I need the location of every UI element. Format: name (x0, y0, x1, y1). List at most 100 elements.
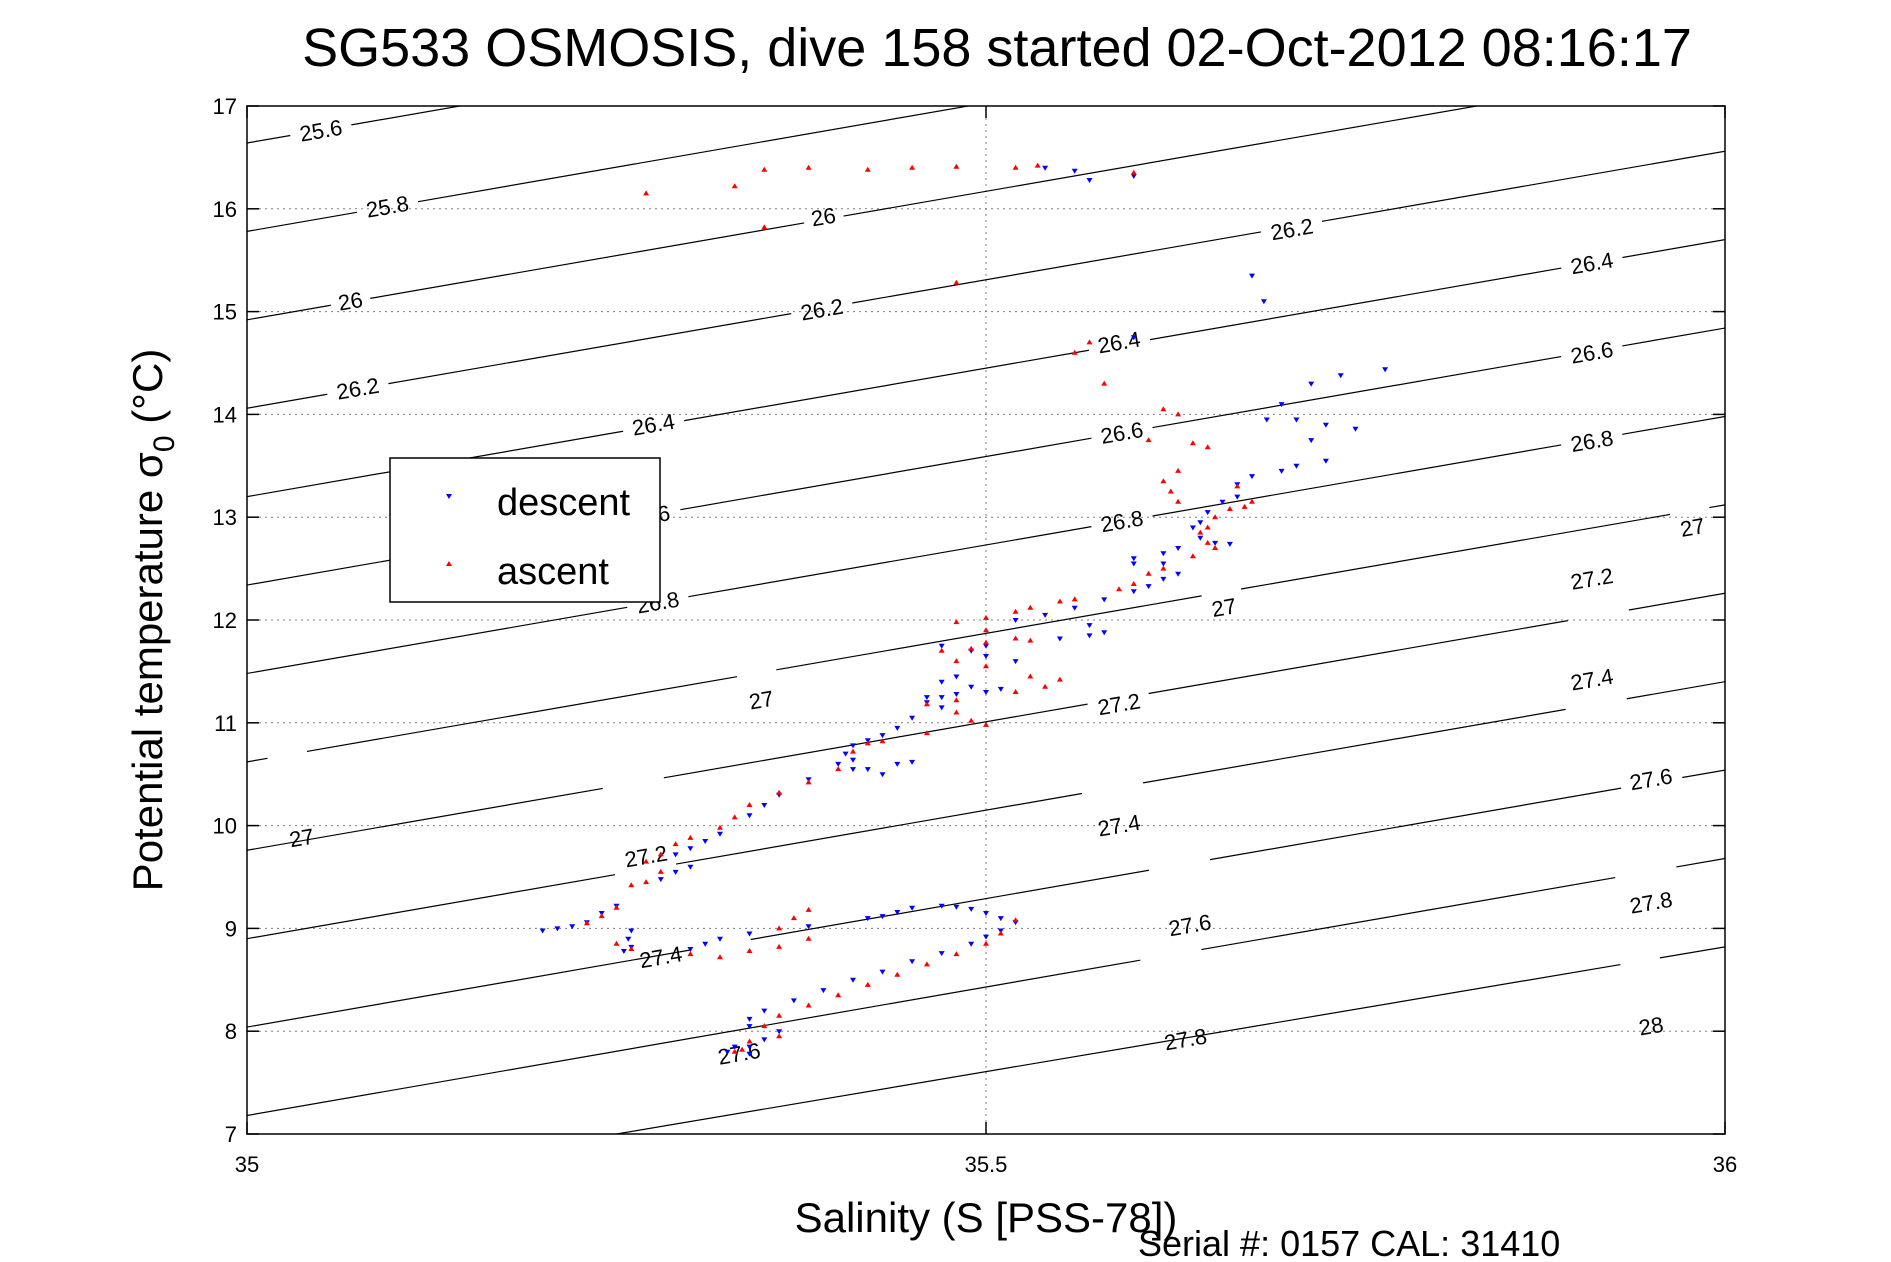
descent-point-107 (983, 911, 989, 916)
ascent-point-10 (761, 224, 768, 230)
contour-26-segment-0 (247, 304, 331, 321)
ascent-point-47 (983, 639, 989, 645)
contour-26-2-segment-2 (852, 231, 1262, 304)
ascent-point-48 (968, 645, 975, 651)
ascent-point-14 (1101, 380, 1108, 386)
contour-27-4-segment-2 (1142, 708, 1566, 784)
ascent-point-36 (1130, 581, 1137, 586)
contour-27-8-segment-2 (1676, 857, 1725, 868)
descent-point-103 (909, 905, 916, 911)
legend-ascent-marker (446, 561, 452, 566)
x-tick-label-2: 36 (1713, 1152, 1737, 1177)
contour-28-segment-1 (1659, 946, 1725, 959)
contour-27-2-segment-1 (663, 703, 1088, 779)
descent-point-48 (938, 643, 945, 649)
contour-label-26-0: 26 (336, 287, 364, 316)
contour-25-6-segment-0 (247, 134, 291, 144)
ascent-point-4 (864, 166, 871, 172)
descent-point-112 (968, 941, 975, 947)
ascent-point-104 (739, 1046, 746, 1052)
contour-label-27-3: 27 (1678, 513, 1706, 542)
descent-point-32 (1130, 561, 1137, 567)
ascent-point-91 (1012, 917, 1019, 923)
descent-point-67 (850, 757, 856, 763)
ascent-point-96 (894, 971, 901, 977)
contour-26-4-segment-2 (1149, 267, 1562, 341)
descent-point-72 (909, 759, 916, 765)
ascent-point-92 (997, 930, 1004, 936)
y-tick-label-2: 9 (225, 916, 237, 941)
ascent-point-9 (1130, 169, 1137, 175)
contour-label-27-2-2: 27.2 (1569, 563, 1615, 595)
ascent-point-7 (1012, 164, 1019, 170)
contour-27-6-segment-0 (247, 949, 690, 1028)
ascent-point-46 (1027, 637, 1034, 643)
descent-point-21 (1234, 494, 1241, 500)
descent-point-22 (1219, 499, 1226, 505)
contour-28-segment-0 (616, 963, 1621, 1134)
contour-27-4-segment-1 (676, 792, 1083, 865)
ascent-point-39 (1056, 598, 1063, 604)
contour-label-27-4-2: 27.4 (1569, 664, 1615, 696)
descent-point-54 (997, 686, 1004, 692)
ascent-point-89 (790, 915, 797, 921)
contour-27-8-segment-1 (1201, 876, 1616, 951)
descent-point-0 (1042, 165, 1049, 171)
contour-26-4-segment-3 (1622, 239, 1725, 259)
contour-27-4-segment-3 (1626, 681, 1725, 700)
contour-label-26-6-2: 26.6 (1569, 337, 1615, 369)
ascent-point-75 (657, 868, 664, 874)
ascent-point-15 (1160, 406, 1167, 412)
ascent-point-66 (805, 779, 812, 785)
descent-point-88 (569, 924, 576, 930)
series-descent (539, 165, 1389, 1057)
contour-label-27-1: 27 (747, 686, 775, 715)
ascent-point-24 (1234, 483, 1241, 489)
descent-point-16 (1322, 458, 1329, 464)
contour-27-segment-0 (247, 757, 268, 763)
ascent-point-40 (1027, 604, 1034, 610)
contour-label-27-4-0: 27.4 (638, 941, 684, 973)
ascent-point-52 (1027, 673, 1034, 679)
descent-point-37 (1130, 589, 1137, 595)
ascent-point-55 (1012, 689, 1019, 694)
ascent-point-69 (731, 814, 738, 820)
ascent-point-23 (1175, 498, 1182, 504)
contour-label-27-6-1: 27.6 (1167, 909, 1213, 941)
ascent-point-72 (672, 841, 679, 847)
ascent-point-43 (953, 619, 960, 625)
y-axis-label-subscript: 0 (148, 435, 181, 452)
contour-label-26-1: 26 (809, 203, 837, 232)
contour-26-segment-2 (843, 106, 1481, 217)
ascent-point-67 (776, 789, 783, 795)
ascent-point-65 (835, 766, 842, 772)
descent-point-94 (620, 949, 627, 954)
x-axis-label: Salinity (S [PSS-78]) (795, 1194, 1178, 1241)
ascent-point-82 (628, 946, 635, 951)
ascent-point-57 (923, 701, 930, 707)
descent-point-121 (746, 1024, 753, 1030)
descent-point-50 (1012, 659, 1019, 665)
ascent-point-28 (1212, 514, 1219, 520)
contour-label-27-2: 27 (1210, 593, 1238, 622)
ascent-point-32 (1212, 545, 1219, 550)
contour-label-26-2-2: 26.2 (1269, 213, 1315, 245)
descent-point-68 (835, 761, 842, 767)
data-series (539, 162, 1389, 1057)
y-axis-label: Potential temperature σ0 (°C) (124, 349, 181, 892)
contour-label-27-0: 27 (287, 824, 315, 853)
y-tick-label-7: 14 (213, 402, 237, 427)
descent-point-12 (1293, 417, 1300, 423)
descent-point-91 (628, 928, 635, 934)
descent-point-126 (724, 1049, 731, 1055)
contour-26-6-segment-3 (1622, 327, 1725, 347)
descent-point-55 (983, 690, 989, 695)
legend-box (389, 457, 661, 603)
descent-point-120 (746, 1016, 753, 1022)
descent-point-7 (1308, 381, 1315, 387)
contour-26-2-segment-0 (247, 393, 328, 409)
y-tick-label-8: 15 (213, 300, 237, 325)
ascent-point-8 (1034, 162, 1041, 168)
ascent-point-20 (1175, 467, 1182, 473)
